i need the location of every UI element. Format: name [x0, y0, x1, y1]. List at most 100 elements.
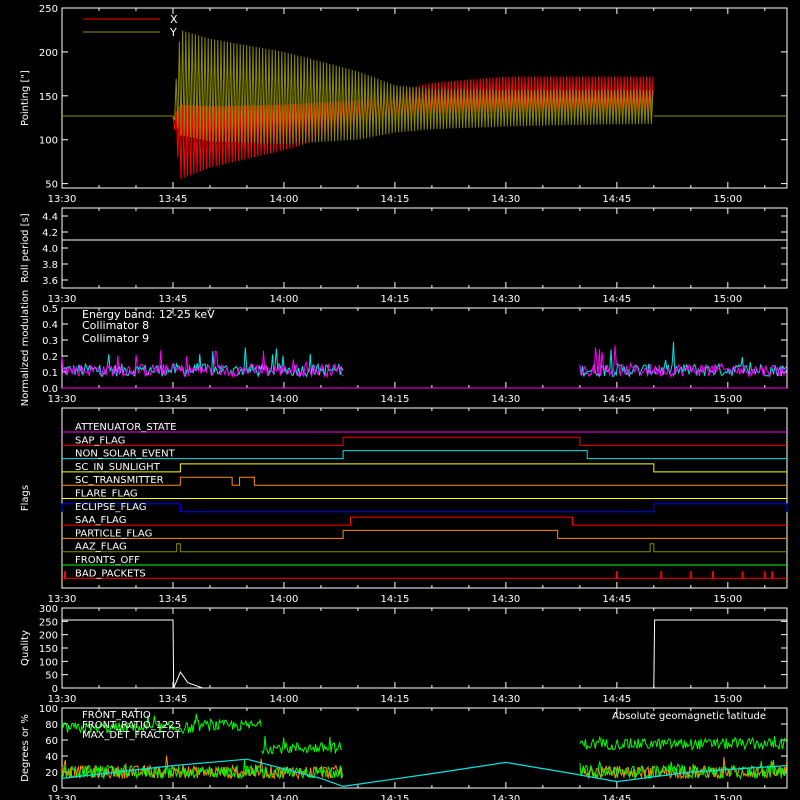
flag-line-AAZ_FLAG — [62, 543, 787, 553]
flag-line-SAA_FLAG — [62, 516, 787, 526]
legend-label-Collimator-8: Collimator 8 — [82, 319, 149, 332]
modulation-series-1-0 — [61, 349, 344, 379]
panel-frame-5 — [61, 707, 788, 789]
y-tick-label: 80 — [45, 720, 58, 731]
flag-line-SC_IN_SUNLIGHT — [62, 463, 787, 473]
x-tick-label: 13:30 — [48, 294, 77, 305]
y-tick-label: 60 — [45, 736, 58, 747]
x-tick-label: 15:00 — [713, 394, 742, 405]
ratio-series-0-2 — [261, 735, 343, 755]
y-tick-label: 0 — [52, 784, 58, 795]
y-tick-label: 0 — [52, 684, 58, 695]
x-tick-label: 14:15 — [380, 594, 409, 605]
flag-line-NON_SOLAR_EVENT — [62, 450, 787, 460]
panel-frame-1 — [61, 207, 788, 289]
x-tick-label: 14:45 — [602, 794, 631, 800]
x-tick-label: 14:00 — [270, 194, 299, 205]
y-tick-label: 50 — [45, 671, 58, 682]
y-tick-label: 20 — [45, 768, 58, 779]
y-axis-label: Pointing ["] — [20, 70, 31, 126]
x-tick-label: 13:30 — [48, 594, 77, 605]
x-tick-label: 15:00 — [713, 694, 742, 705]
x-tick-label: 13:45 — [159, 194, 188, 205]
y-tick-label: 200 — [39, 48, 58, 59]
flag-label-AAZ_FLAG: AAZ_FLAG — [75, 542, 127, 553]
x-tick-label: 14:30 — [491, 294, 520, 305]
x-tick-label: 14:45 — [602, 294, 631, 305]
y-tick-label: 200 — [39, 631, 58, 642]
y-tick-label: 0.1 — [42, 368, 58, 379]
y-tick-label: 150 — [39, 92, 58, 103]
x-tick-label: 14:45 — [602, 594, 631, 605]
y-tick-label: 250 — [39, 617, 58, 628]
x-tick-label: 14:30 — [491, 594, 520, 605]
y-tick-label: 0.0 — [42, 384, 58, 395]
x-tick-label: 14:30 — [491, 194, 520, 205]
x-tick-label: 15:00 — [713, 294, 742, 305]
x-tick-label: 13:45 — [159, 394, 188, 405]
quality-line — [62, 619, 787, 689]
x-tick-label: 14:00 — [270, 594, 299, 605]
y-tick-label: 3.6 — [42, 276, 58, 287]
flag-label-SC_IN_SUNLIGHT: SC_IN_SUNLIGHT — [75, 462, 161, 473]
y-tick-label: 150 — [39, 644, 58, 655]
flag-label-BAD_PACKETS: BAD_PACKETS — [75, 568, 146, 579]
flag-label-ATTENUATOR_STATE: ATTENUATOR_STATE — [75, 422, 176, 433]
x-tick-label: 13:30 — [48, 194, 77, 205]
y-axis-label: Degrees or % — [20, 714, 31, 782]
ratio-series-0-1 — [194, 713, 262, 732]
y-tick-label: 250 — [39, 4, 58, 15]
flag-label-FRONTS_OFF: FRONTS_OFF — [75, 555, 140, 566]
y-tick-label: 0.2 — [42, 352, 58, 363]
x-tick-label: 14:00 — [270, 294, 299, 305]
x-tick-label: 13:30 — [48, 794, 77, 800]
x-tick-label: 13:30 — [48, 394, 77, 405]
y-tick-label: 0.5 — [42, 304, 58, 315]
x-tick-label: 15:00 — [713, 794, 742, 800]
flag-label-SAP_FLAG: SAP_FLAG — [75, 435, 125, 446]
ratio-series-1-0 — [61, 760, 343, 780]
modulation-series-0-0 — [61, 347, 344, 378]
y-tick-label: 3.8 — [42, 260, 58, 271]
y-axis-label: Normalized modulation — [20, 290, 31, 407]
x-tick-label: 13:45 — [159, 594, 188, 605]
x-tick-label: 14:45 — [602, 394, 631, 405]
x-tick-label: 14:30 — [491, 394, 520, 405]
y-tick-label: 300 — [39, 604, 58, 615]
y-tick-label: 0.3 — [42, 336, 58, 347]
x-tick-label: 14:00 — [270, 794, 299, 800]
x-tick-label: 14:15 — [380, 794, 409, 800]
ratio-series-0-0 — [61, 714, 196, 735]
modulation-legend-title: Energy band: 12-25 keV — [82, 308, 215, 321]
x-tick-label: 14:15 — [380, 294, 409, 305]
x-tick-label: 15:00 — [713, 194, 742, 205]
modulation-series-0-1 — [579, 341, 787, 378]
y-axis-label: Quality — [20, 630, 31, 666]
y-tick-label: 4.4 — [42, 212, 58, 223]
ratio-series-1-1 — [579, 760, 788, 780]
y-axis-label: Flags — [20, 485, 31, 511]
flag-label-FLARE_FLAG: FLARE_FLAG — [75, 489, 138, 500]
x-tick-label: 14:45 — [602, 194, 631, 205]
y-axis-label: Roll period [s] — [20, 213, 31, 282]
x-tick-label: 14:45 — [602, 694, 631, 705]
flag-line-SC_TRANSMITTER — [62, 476, 787, 486]
flag-label-SAA_FLAG: SAA_FLAG — [75, 515, 126, 526]
legend-label-geomagnetic: Absolute geomagnetic latitude — [612, 711, 766, 722]
y-tick-label: 0.4 — [42, 320, 58, 331]
ratio-series-0-3 — [579, 735, 788, 752]
x-tick-label: 13:45 — [159, 694, 188, 705]
flag-line-SAP_FLAG — [62, 436, 787, 446]
y-tick-label: 100 — [39, 704, 58, 715]
y-tick-label: 50 — [45, 180, 58, 191]
y-tick-label: 4.2 — [42, 228, 58, 239]
legend-label-FRONT_RATIO_1225: FRONT_RATIO_1225 — [82, 720, 181, 731]
flag-label-SC_TRANSMITTER: SC_TRANSMITTER — [75, 475, 164, 486]
x-tick-label: 14:15 — [380, 194, 409, 205]
x-tick-label: 14:00 — [270, 694, 299, 705]
panel-frame-0 — [61, 7, 788, 189]
legend-label-FRONT_RATIO: FRONT_RATIO — [82, 710, 151, 721]
x-tick-label: 13:30 — [48, 694, 77, 705]
legend-label-X: X — [170, 13, 178, 26]
